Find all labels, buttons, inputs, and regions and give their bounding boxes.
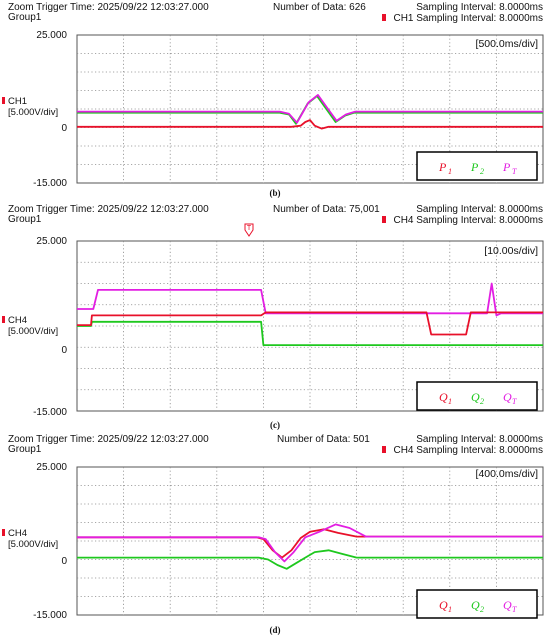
channel-color-marker (2, 316, 5, 323)
volts-per-div: [5.000V/div] (8, 326, 58, 337)
legend-label: Q (471, 390, 480, 404)
header-channel-sampling-interval: CH4 Sampling Interval: 8.0000ms (393, 215, 543, 226)
legend-label: Q (439, 390, 448, 404)
header-sampling-interval: Sampling Interval: 8.0000ms (416, 204, 543, 215)
header-number-of-data: Number of Data: 75,001 (273, 204, 380, 215)
legend-label-subscript: T (512, 167, 517, 176)
y-tick-bottom: -15.000 (33, 610, 67, 621)
header-trigger-time: Zoom Trigger Time: 2025/09/22 12:03:27.0… (8, 2, 209, 13)
panel-caption: (d) (270, 625, 281, 635)
legend-label: Q (439, 598, 448, 612)
series-trace-0 (77, 549, 543, 570)
header-number-of-data: Number of Data: 501 (277, 434, 370, 445)
header-group: Group1 (8, 12, 42, 23)
y-tick-top: 25.000 (36, 236, 67, 247)
channel-color-marker (382, 446, 386, 453)
y-tick-zero: 0 (61, 123, 67, 134)
panel-caption: (b) (270, 188, 281, 198)
legend-label: P (438, 160, 447, 174)
channel-label: CH4 (8, 315, 27, 326)
legend-label-subscript: 2 (480, 397, 484, 406)
header-channel-sampling-interval: CH4 Sampling Interval: 8.0000ms (393, 445, 543, 456)
y-tick-bottom: -15.000 (33, 407, 67, 418)
y-tick-zero: 0 (61, 556, 67, 567)
legend-label-subscript: 1 (448, 397, 452, 406)
header-sampling-interval: Sampling Interval: 8.0000ms (416, 2, 543, 13)
y-tick-top: 25.000 (36, 30, 67, 41)
series-trace-2 (77, 311, 543, 336)
legend-label-subscript: 2 (480, 605, 484, 614)
legend-label-subscript: 1 (448, 167, 452, 176)
header-group: Group1 (8, 444, 42, 455)
volts-per-div: [5.000V/div] (8, 539, 58, 550)
legend-box (416, 381, 538, 411)
channel-color-marker (2, 97, 5, 104)
header-trigger-time: Zoom Trigger Time: 2025/09/22 12:03:27.0… (8, 434, 209, 445)
header-channel-sampling-interval: CH1 Sampling Interval: 8.0000ms (393, 13, 543, 24)
channel-label: CH4 (8, 528, 27, 539)
legend-label-subscript: T (512, 397, 517, 406)
panel-caption: (c) (270, 420, 280, 430)
legend-label: Q (503, 390, 512, 404)
traces (77, 94, 543, 130)
volts-per-div: [5.000V/div] (8, 107, 58, 118)
channel-color-marker (2, 529, 5, 536)
trigger-marker: T (244, 223, 254, 237)
legend-box (416, 589, 538, 619)
time-per-div: [400.0ms/div] (476, 468, 539, 480)
legend-label-subscript: 2 (480, 167, 484, 176)
header-group: Group1 (8, 214, 42, 225)
series-trace-2 (77, 523, 543, 563)
legend-label-subscript: 1 (448, 605, 452, 614)
channel-color-marker (382, 216, 386, 223)
header-sampling-interval: Sampling Interval: 8.0000ms (416, 434, 543, 445)
time-per-div: [10.00s/div] (484, 245, 538, 257)
traces (77, 282, 543, 346)
panel-b: Zoom Trigger Time: 2025/09/22 12:03:27.0… (2, 2, 544, 198)
legend-box (416, 151, 538, 181)
panel-c: Zoom Trigger Time: 2025/09/22 12:03:27.0… (2, 204, 544, 430)
legend-label: P (502, 160, 511, 174)
legend-label: Q (471, 598, 480, 612)
channel-color-marker (382, 14, 386, 21)
series-trace-2 (77, 94, 543, 124)
legend-label: P (470, 160, 479, 174)
panel-d: Zoom Trigger Time: 2025/09/22 12:03:27.0… (2, 434, 544, 635)
header-trigger-time: Zoom Trigger Time: 2025/09/22 12:03:27.0… (8, 204, 209, 215)
traces (77, 523, 543, 570)
legend-label-subscript: T (512, 605, 517, 614)
y-tick-top: 25.000 (36, 462, 67, 473)
legend-label: Q (503, 598, 512, 612)
time-per-div: [500.0ms/div] (476, 38, 539, 50)
y-tick-zero: 0 (61, 345, 67, 356)
y-tick-bottom: -15.000 (33, 178, 67, 189)
trigger-marker-label: T (247, 225, 252, 232)
channel-label: CH1 (8, 96, 27, 107)
series-trace-0 (77, 119, 543, 130)
header-number-of-data: Number of Data: 626 (273, 2, 366, 13)
